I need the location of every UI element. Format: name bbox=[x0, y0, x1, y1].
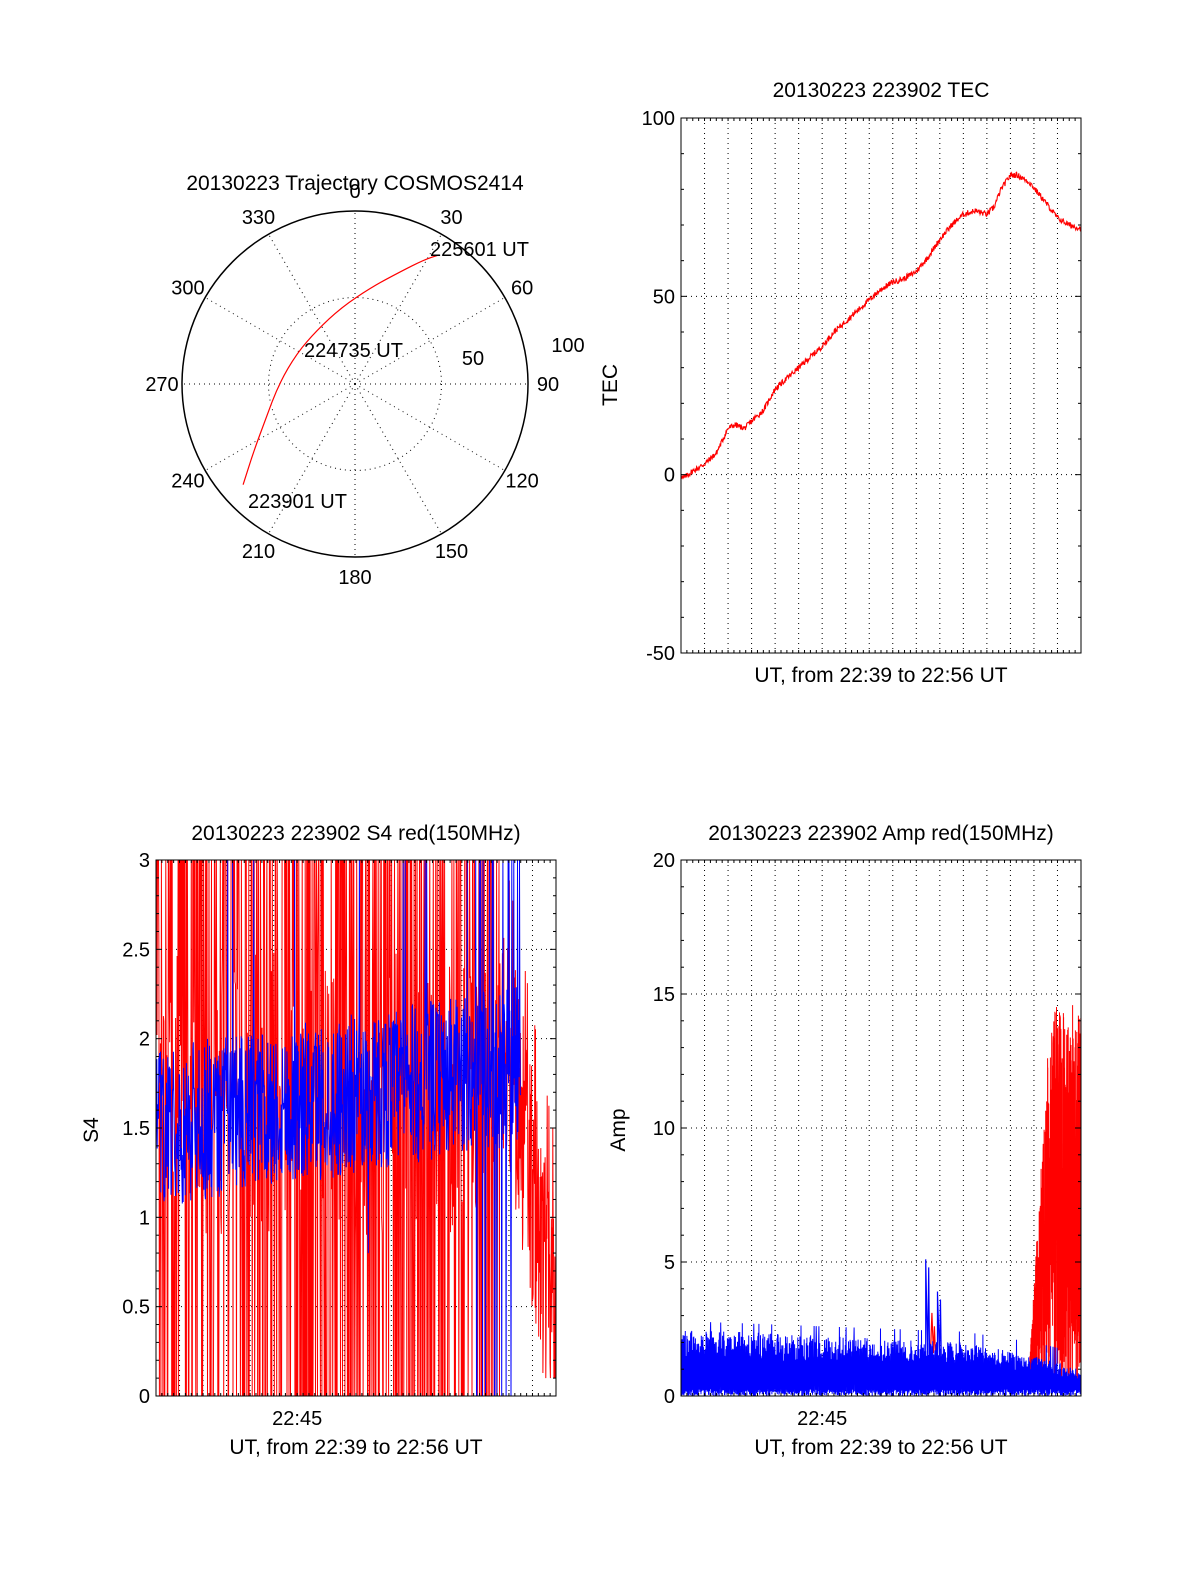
tec-series bbox=[680, 171, 1082, 480]
polar-angle-label: 180 bbox=[338, 567, 371, 589]
y-tick-label: 2.5 bbox=[122, 939, 150, 961]
polar-angle-labels: 0 30 60 90 120 150 180 210 240 270 300 330 bbox=[145, 181, 559, 589]
polar-outer-ring bbox=[181, 210, 529, 558]
polar-trajectory-line bbox=[242, 254, 440, 485]
y-tick-label: 20 bbox=[653, 850, 675, 872]
y-tick-label: 0 bbox=[139, 1386, 150, 1408]
amp-blue-series bbox=[680, 1322, 1082, 1397]
polar-radial-label: 100 bbox=[551, 335, 584, 357]
y-tick-label: 15 bbox=[653, 984, 675, 1006]
polar-title: 20130223 Trajectory COSMOS2414 bbox=[186, 172, 524, 195]
s4-axes: 0 0.5 1 1.5 2 2.5 3 22:45 bbox=[122, 850, 557, 1430]
y-tick-label: 5 bbox=[664, 1252, 675, 1274]
tec-chart: 20130223 223902 TEC -50 0 50 100 UT, from 2… bbox=[599, 79, 1082, 687]
s4-ylabel: S4 bbox=[80, 1117, 103, 1143]
tec-xlabel: UT, from 22:39 to 22:56 UT bbox=[754, 664, 1007, 687]
amp-grid bbox=[681, 860, 1081, 1396]
y-tick-label: -50 bbox=[646, 643, 675, 665]
polar-trajectory bbox=[242, 254, 440, 485]
polar-angle-label: 30 bbox=[440, 207, 462, 229]
polar-annotation: 224735 UT bbox=[304, 340, 403, 362]
tec-grid bbox=[681, 118, 1081, 653]
y-tick-label: 50 bbox=[653, 286, 675, 308]
polar-angle-label: 0 bbox=[349, 181, 360, 203]
y-tick-label: 0.5 bbox=[122, 1297, 150, 1319]
amp-xlabel: UT, from 22:39 to 22:56 UT bbox=[754, 1436, 1007, 1459]
polar-annotations: 225601 UT 224735 UT 223901 UT bbox=[248, 239, 529, 513]
polar-angle-label: 240 bbox=[171, 471, 204, 493]
amp-title: 20130223 223902 Amp red(150MHz) bbox=[708, 822, 1054, 845]
plot-frame bbox=[680, 117, 1082, 654]
tec-axes: -50 0 50 100 bbox=[642, 108, 1082, 665]
s4-blue-series bbox=[155, 859, 522, 1397]
polar-radial-labels: 50 100 bbox=[462, 335, 585, 370]
s4-series bbox=[155, 859, 557, 1397]
y-tick-label: 0 bbox=[664, 1386, 675, 1408]
y-tick-label: 0 bbox=[664, 465, 675, 487]
y-tick-label: 1.5 bbox=[122, 1118, 150, 1140]
polar-angle-label: 60 bbox=[511, 278, 533, 300]
amp-axes: 0 5 10 15 20 22:45 bbox=[653, 850, 1082, 1430]
amp-series bbox=[680, 1005, 1082, 1397]
y-tick-label: 3 bbox=[139, 850, 150, 872]
amp-red-burst bbox=[1028, 1005, 1082, 1388]
polar-angle-label: 150 bbox=[435, 541, 468, 563]
s4-chart: 20130223 223902 S4 red(150MHz) 0 0.5 1 1.5 2… bbox=[80, 822, 557, 1459]
y-tick-label: 100 bbox=[642, 108, 675, 130]
x-tick-label: 22:45 bbox=[797, 1408, 847, 1430]
amp-blue-spike bbox=[925, 1259, 931, 1383]
amp-red-spike bbox=[929, 1312, 937, 1356]
tec-title: 20130223 223902 TEC bbox=[773, 79, 990, 102]
polar-angle-label: 90 bbox=[537, 374, 559, 396]
amp-chart: 20130223 223902 Amp red(150MHz) 0 5 10 15 20… bbox=[607, 822, 1082, 1459]
tec-line bbox=[680, 171, 1082, 480]
polar-grid bbox=[181, 210, 529, 558]
polar-angle-label: 120 bbox=[505, 471, 538, 493]
polar-angle-label: 330 bbox=[242, 207, 275, 229]
s4-xlabel: UT, from 22:39 to 22:56 UT bbox=[229, 1436, 482, 1459]
polar-angle-label: 210 bbox=[242, 541, 275, 563]
polar-angle-label: 300 bbox=[171, 278, 204, 300]
polar-angle-label: 270 bbox=[145, 374, 178, 396]
polar-inner-ring bbox=[268, 297, 442, 471]
amp-ylabel: Amp bbox=[607, 1108, 630, 1151]
polar-spoke bbox=[204, 383, 356, 471]
y-tick-label: 10 bbox=[653, 1118, 675, 1140]
tec-ylabel: TEC bbox=[599, 364, 622, 406]
amp-blue-spike bbox=[936, 1291, 943, 1383]
polar-radial-label: 50 bbox=[462, 348, 484, 370]
polar-chart: 20130223 Trajectory COSMOS2414 0 30 60 90 12… bbox=[145, 172, 584, 589]
s4-title: 20130223 223902 S4 red(150MHz) bbox=[191, 822, 520, 845]
y-tick-label: 2 bbox=[139, 1029, 150, 1051]
y-tick-label: 1 bbox=[139, 1207, 150, 1229]
x-tick-label: 22:45 bbox=[272, 1408, 322, 1430]
polar-annotation: 225601 UT bbox=[430, 239, 529, 261]
polar-annotation: 223901 UT bbox=[248, 491, 347, 513]
